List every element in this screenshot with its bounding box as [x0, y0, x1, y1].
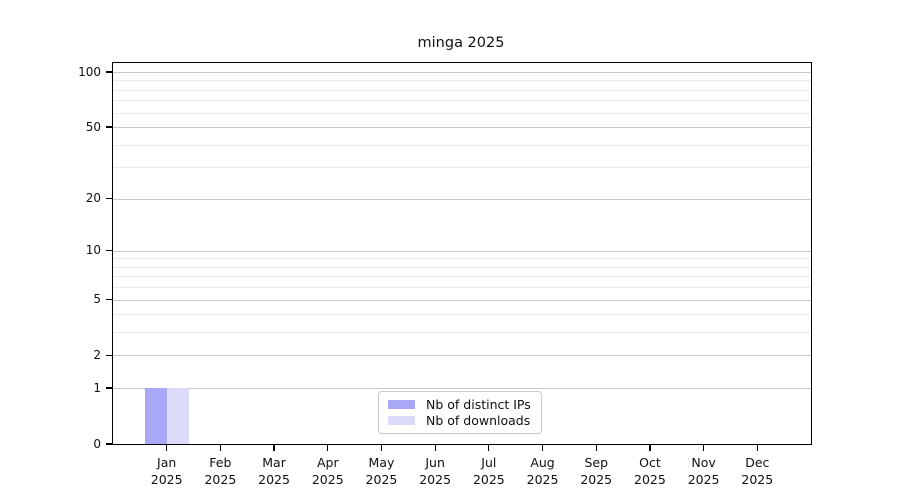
x-tick-mark: [756, 445, 758, 452]
minor-gridline: [113, 112, 811, 114]
major-gridline: [113, 299, 811, 301]
x-tick-label: Aug 2025: [526, 455, 559, 487]
x-tick-label: Mar 2025: [258, 455, 290, 487]
major-gridline: [113, 198, 811, 200]
plot-area: 0 1 2 5 10 20 50 100 Jan 2025 Feb 2025 Mar 2025 Apr…: [78, 62, 812, 487]
minor-gridline: [113, 276, 811, 278]
x-tick-mark: [166, 445, 168, 452]
x-tick-label: Jul 2025: [472, 455, 505, 487]
legend-label-downloads: Nb of downloads: [426, 413, 531, 429]
y-tick-label: 2: [93, 347, 101, 362]
y-tick-label: 20: [85, 191, 101, 206]
x-tick-label: Dec 2025: [741, 455, 774, 487]
minor-gridline: [113, 89, 811, 91]
x-tick-mark: [434, 445, 436, 452]
x-tick-label: Oct 2025: [634, 455, 666, 487]
minor-gridline: [113, 100, 811, 102]
major-gridline: [113, 355, 811, 357]
x-tick-label: Apr 2025: [311, 455, 344, 487]
x-tick-mark: [541, 445, 544, 452]
x-tick-label: Nov 2025: [687, 455, 720, 487]
y-tick-mark: [106, 71, 112, 73]
legend-label-distinct-ips: Nb of distinct IPs: [426, 396, 531, 412]
y-tick-mark: [106, 443, 112, 445]
minor-gridline: [113, 258, 811, 260]
legend: Nb of distinct IPs Nb of downloads: [378, 391, 542, 434]
legend-item-downloads: Nb of downloads: [388, 413, 533, 428]
legend-swatch-distinct-ips: [388, 399, 415, 409]
y-tick-mark: [106, 126, 112, 128]
minor-gridline: [113, 167, 811, 169]
y-tick-label: 100: [78, 64, 101, 79]
major-gridline: [113, 250, 811, 252]
minor-gridline: [113, 80, 811, 82]
x-tick-label: May 2025: [365, 455, 398, 487]
minor-gridline: [113, 332, 811, 334]
x-tick-mark: [702, 445, 705, 452]
minor-gridline: [113, 287, 811, 289]
y-tick-mark: [106, 197, 112, 200]
x-tick-label: Jan 2025: [150, 455, 183, 487]
major-gridline: [113, 127, 811, 129]
y-tick-mark: [106, 354, 112, 357]
x-tick-mark: [595, 445, 597, 452]
x-tick-mark: [327, 445, 329, 452]
major-gridline: [113, 388, 811, 390]
x-tick-label: Feb 2025: [204, 455, 237, 487]
major-gridline: [113, 72, 811, 74]
y-tick-label: 10: [85, 243, 101, 258]
bar-downloads: [166, 388, 189, 444]
y-tick-label: 0: [93, 436, 101, 451]
y-tick-mark: [106, 298, 112, 301]
chart-title: minga 2025: [417, 35, 505, 51]
x-tick-mark: [273, 445, 275, 452]
y-tick-label: 50: [85, 119, 101, 134]
x-tick-label: Sep 2025: [580, 455, 613, 487]
y-tick-mark: [106, 250, 112, 252]
x-tick-mark: [219, 445, 222, 452]
minor-gridline: [113, 314, 811, 316]
y-tick-label: 1: [93, 380, 101, 395]
y-tick-mark: [106, 387, 112, 389]
y-tick-label: 5: [93, 292, 101, 307]
minor-gridline: [113, 266, 811, 268]
x-tick-label: Jun 2025: [419, 455, 452, 487]
minor-gridline: [113, 144, 811, 146]
x-tick-mark: [488, 445, 490, 452]
bar-distinct-ips: [144, 388, 167, 444]
x-tick-mark: [649, 445, 651, 452]
legend-swatch-downloads: [388, 416, 415, 426]
legend-item-distinct-ips: Nb of distinct IPs: [388, 397, 533, 412]
x-tick-mark: [380, 445, 383, 452]
